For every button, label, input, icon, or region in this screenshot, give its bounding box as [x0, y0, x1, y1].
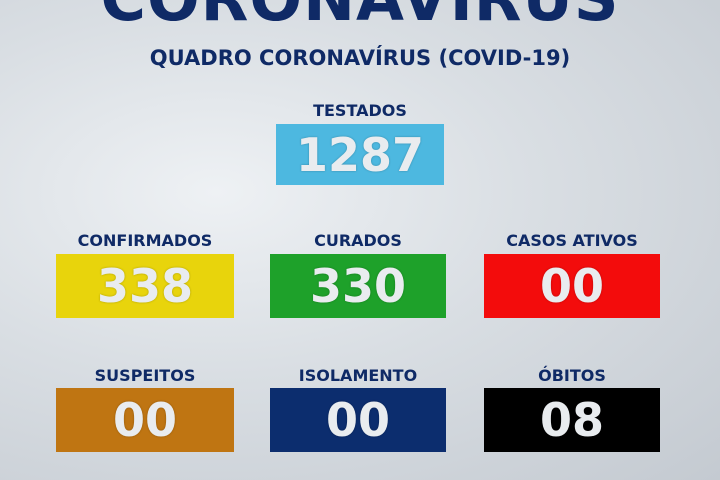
box-suspeitos: 00	[56, 388, 234, 452]
label-testados: TESTADOS	[313, 101, 407, 120]
box-obitos: 08	[484, 388, 660, 452]
label-obitos: ÓBITOS	[538, 366, 606, 385]
box-curados: 330	[270, 254, 446, 318]
label-suspeitos: SUSPEITOS	[94, 366, 196, 385]
label-curados: CURADOS	[314, 231, 402, 250]
subtitle: QUADRO CORONAVÍRUS (COVID-19)	[149, 46, 571, 70]
label-isolamento: ISOLAMENTO	[298, 366, 418, 385]
label-casos-ativos: CASOS ATIVOS	[506, 231, 638, 250]
label-confirmados: CONFIRMADOS	[77, 231, 213, 250]
main-title: CORONAVIRUS	[0, 0, 720, 30]
box-isolamento: 00	[270, 388, 446, 452]
box-casos-ativos: 00	[484, 254, 660, 318]
box-testados: 1287	[276, 124, 444, 185]
box-confirmados: 338	[56, 254, 234, 318]
